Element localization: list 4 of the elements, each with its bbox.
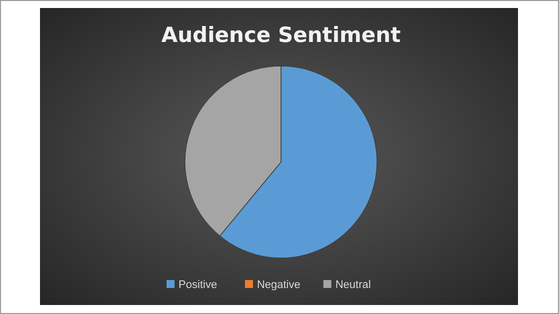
- legend-label: Neutral: [335, 279, 371, 291]
- chart-title: Audience Sentiment: [161, 23, 401, 47]
- legend-label: Positive: [178, 279, 218, 291]
- legend-label: Negative: [256, 279, 300, 291]
